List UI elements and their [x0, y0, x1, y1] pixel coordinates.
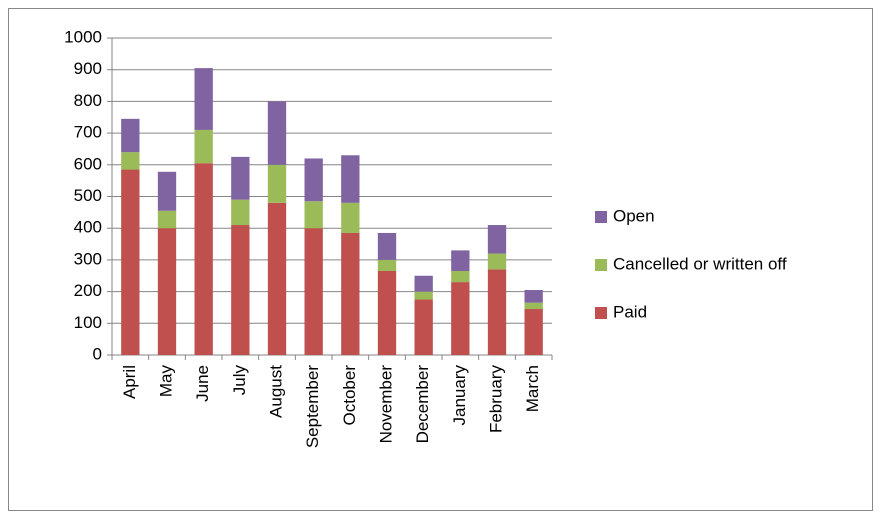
y-tick-label: 700 [74, 123, 102, 142]
x-tick-label: August [266, 365, 285, 418]
y-tick-label: 800 [74, 91, 102, 110]
bar-segment [267, 164, 287, 203]
y-tick-label: 300 [74, 249, 102, 268]
bar-segment [414, 291, 433, 300]
bar-segment [341, 155, 360, 203]
bar-segment [487, 225, 507, 254]
bar-segment [451, 282, 470, 355]
bar-segment [267, 202, 287, 355]
bar-segment [524, 290, 543, 303]
y-tick-label: 100 [74, 313, 102, 332]
legend-swatch [595, 307, 607, 319]
bar-segment [231, 225, 250, 355]
bar-segment [157, 210, 177, 229]
bar-segment [341, 232, 360, 355]
bar-segment [377, 270, 397, 355]
y-tick-label: 600 [74, 154, 102, 173]
bar-segment [121, 169, 140, 355]
legend-label: Paid [613, 302, 647, 321]
legend-label: Cancelled or written off [613, 254, 787, 273]
bar-segment [194, 129, 213, 164]
bar-segment [304, 228, 323, 355]
bar-segment [304, 201, 323, 229]
bar-segment [414, 275, 433, 292]
x-tick-label: April [120, 365, 139, 399]
bar-segment [121, 152, 140, 170]
bar-segment [157, 228, 177, 355]
y-tick-label: 900 [74, 59, 102, 78]
bar-segment [377, 259, 397, 271]
bar-segment [231, 199, 250, 226]
y-tick-label: 0 [93, 344, 102, 363]
x-tick-label: December [413, 365, 432, 444]
bar-segment [157, 171, 177, 211]
x-tick-label: October [340, 365, 359, 426]
bar-segment [377, 232, 397, 260]
legend-label: Open [613, 206, 655, 225]
bar-segment [451, 270, 470, 283]
y-tick-label: 400 [74, 218, 102, 237]
bar-segment [194, 163, 213, 355]
x-tick-label: September [303, 365, 322, 448]
y-tick-label: 1000 [64, 27, 102, 46]
x-tick-label: July [230, 365, 249, 396]
bar-segment [341, 202, 360, 233]
bar-segment [231, 156, 250, 200]
bar-segment [414, 299, 433, 355]
bar-segment [194, 68, 213, 130]
bar-segment [267, 101, 287, 165]
y-tick-label: 500 [74, 186, 102, 205]
legend-swatch [595, 259, 607, 271]
x-tick-label: January [450, 365, 469, 426]
x-tick-label: March [523, 365, 542, 412]
x-tick-label: June [193, 365, 212, 402]
y-tick-label: 200 [74, 281, 102, 300]
x-tick-label: November [376, 365, 395, 444]
bar-segment [524, 302, 543, 310]
bar-segment [304, 158, 323, 202]
x-tick-label: February [486, 365, 505, 434]
x-tick-label: May [156, 365, 175, 398]
bar-segment [487, 253, 507, 270]
bar-segment [121, 118, 140, 153]
legend-swatch [595, 211, 607, 223]
bar-segment [524, 309, 543, 355]
bar-segment [487, 269, 507, 355]
bar-segment [451, 250, 470, 271]
